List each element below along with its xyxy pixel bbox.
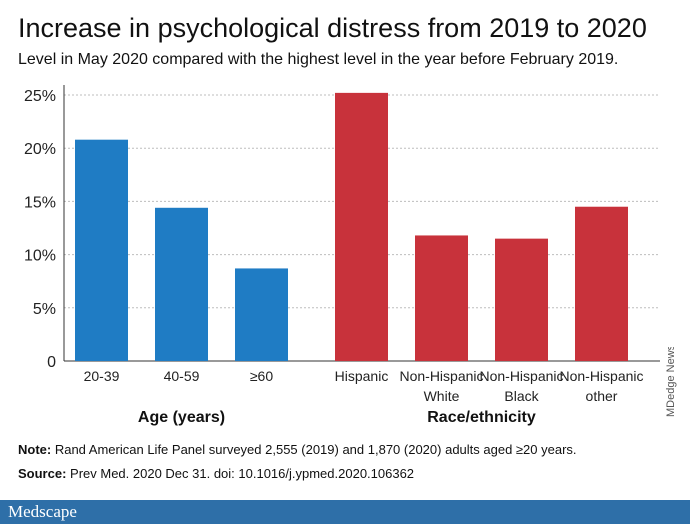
- group-label: Race/ethnicity: [427, 409, 536, 426]
- bar-chart: 0 5% 10% 15% 20% 25% 20-39 40-59 ≥60 Age (years) H…: [24, 85, 660, 426]
- bar: [75, 139, 128, 361]
- x-tick-label: 40-59: [164, 368, 200, 384]
- x-tick-label: Hispanic: [335, 368, 389, 384]
- x-tick-label: other: [586, 388, 618, 404]
- x-tick-label: White: [424, 388, 460, 404]
- y-tick-label: 25%: [24, 88, 56, 105]
- bar: [415, 235, 468, 361]
- x-tick-label: ≥60: [250, 368, 273, 384]
- x-tick-label: Non-Hispanic: [559, 368, 643, 384]
- source-label: Source:: [18, 466, 67, 481]
- bar: [495, 238, 548, 361]
- y-tick-label: 5%: [33, 301, 56, 318]
- bar: [575, 206, 628, 361]
- chart-subtitle: Level in May 2020 compared with the high…: [18, 51, 619, 68]
- x-tick-label: Non-Hispanic: [479, 368, 563, 384]
- note-line: Note: Rand American Life Panel surveyed …: [18, 442, 577, 458]
- y-tick-label: 15%: [24, 194, 56, 211]
- x-tick-label: Non-Hispanic: [399, 368, 483, 384]
- credit-text: MDedge News: [665, 347, 677, 417]
- y-tick-label: 20%: [24, 141, 56, 158]
- x-tick-label: 20-39: [84, 368, 120, 384]
- bar: [335, 92, 388, 361]
- chart-title: Increase in psychological distress from …: [18, 13, 647, 43]
- source-line: Source: Prev Med. 2020 Dec 31. doi: 10.1…: [18, 466, 414, 482]
- note-label: Note:: [18, 442, 52, 457]
- bar: [235, 268, 288, 361]
- x-tick-label: Black: [504, 388, 539, 404]
- y-tick-label: 10%: [24, 248, 56, 265]
- credit-label: MDedge News: [665, 347, 677, 417]
- medscape-logo: Medscape: [8, 502, 77, 521]
- y-tick-label: 0: [47, 354, 56, 371]
- group-label: Age (years): [138, 409, 225, 426]
- source-text: Prev Med. 2020 Dec 31. doi: 10.1016/j.yp…: [66, 466, 415, 481]
- note-text: Rand American Life Panel surveyed 2,555 …: [51, 442, 577, 457]
- footer-bar: Medscape: [0, 500, 690, 524]
- bar: [155, 207, 208, 361]
